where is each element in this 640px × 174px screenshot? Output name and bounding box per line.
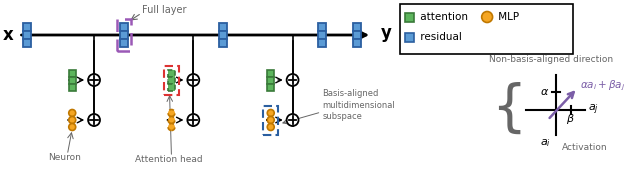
Bar <box>120 39 128 47</box>
Bar <box>22 39 31 47</box>
Bar <box>120 31 128 39</box>
Bar <box>68 69 76 77</box>
Bar <box>263 105 278 135</box>
Circle shape <box>287 114 298 126</box>
Bar <box>168 84 175 90</box>
Text: Basis-aligned
multidimensional
subspace: Basis-aligned multidimensional subspace <box>323 89 395 121</box>
Bar <box>268 77 274 84</box>
Circle shape <box>287 74 298 86</box>
Text: Attention head: Attention head <box>134 156 202 164</box>
Bar <box>318 39 326 47</box>
Bar <box>318 31 326 39</box>
Text: $\mathbf{x}$: $\mathbf{x}$ <box>2 26 15 44</box>
Text: Full layer: Full layer <box>141 5 186 15</box>
Bar <box>219 39 227 47</box>
Text: Neuron: Neuron <box>48 153 81 163</box>
Bar <box>318 23 326 31</box>
Text: $\alpha a_i + \beta a_j$: $\alpha a_i + \beta a_j$ <box>580 79 626 93</box>
Circle shape <box>68 124 76 130</box>
Text: {: { <box>492 82 527 136</box>
Circle shape <box>482 11 493 22</box>
Text: Activation: Activation <box>561 144 607 152</box>
Circle shape <box>168 124 175 130</box>
Text: $\alpha$: $\alpha$ <box>540 87 548 97</box>
Bar <box>117 19 131 51</box>
Circle shape <box>188 114 199 126</box>
Bar <box>219 23 227 31</box>
Bar <box>168 77 175 84</box>
Circle shape <box>68 109 76 117</box>
Bar <box>268 69 274 77</box>
Circle shape <box>168 109 175 117</box>
Bar <box>168 69 175 77</box>
Text: Non-basis-aligned direction: Non-basis-aligned direction <box>488 56 612 65</box>
Circle shape <box>168 117 175 124</box>
Bar <box>68 77 76 84</box>
Circle shape <box>268 124 274 130</box>
Bar <box>68 84 76 90</box>
Bar <box>22 31 31 39</box>
Circle shape <box>188 74 199 86</box>
Bar <box>405 13 414 22</box>
Text: $a_i$: $a_i$ <box>540 137 550 149</box>
Bar <box>353 31 361 39</box>
Circle shape <box>88 114 100 126</box>
Text: $a_j$: $a_j$ <box>588 103 599 117</box>
Bar <box>353 23 361 31</box>
Bar <box>405 33 414 42</box>
Bar <box>164 65 179 94</box>
Text: attention: attention <box>417 12 468 22</box>
Circle shape <box>68 117 76 124</box>
Circle shape <box>268 109 274 117</box>
Bar <box>22 23 31 31</box>
Circle shape <box>88 74 100 86</box>
Bar <box>120 23 128 31</box>
Text: MLP: MLP <box>495 12 519 22</box>
Bar <box>219 31 227 39</box>
Bar <box>400 4 573 54</box>
Text: residual: residual <box>417 32 461 42</box>
Text: $\beta$: $\beta$ <box>566 112 575 126</box>
Text: $\mathbf{y}$: $\mathbf{y}$ <box>380 26 392 44</box>
Circle shape <box>268 117 274 124</box>
Bar <box>268 84 274 90</box>
Bar <box>353 39 361 47</box>
